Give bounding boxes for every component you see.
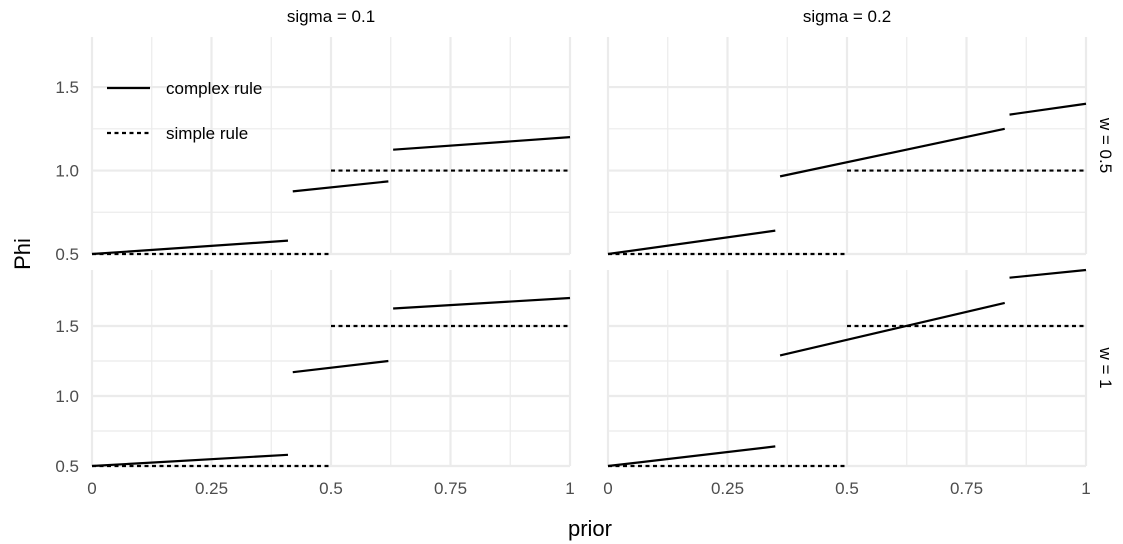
- column-strip-label: sigma = 0.2: [803, 7, 891, 26]
- complex-rule-segment: [1009, 102, 1087, 116]
- complex-rule-segment: [393, 136, 571, 151]
- x-tick-label: 0.25: [195, 479, 228, 498]
- x-tick-label: 0.5: [835, 479, 859, 498]
- y-tick-label: 1.5: [55, 317, 79, 336]
- x-tick-label: 0.25: [711, 479, 744, 498]
- x-axis-title: prior: [568, 516, 612, 541]
- x-tick-label: 0.75: [950, 479, 983, 498]
- y-tick-label: 1.0: [55, 387, 79, 406]
- facet-panel: 0.5 1.0 1.5: [55, 37, 572, 264]
- facet-panel: 0.5 1.0 1.5 0 0.25 0.5 0.75 1: [55, 270, 575, 498]
- column-strip-label: sigma = 0.1: [287, 7, 375, 26]
- y-tick-label: 0.5: [55, 457, 79, 476]
- x-tick-label: 0.75: [434, 479, 467, 498]
- legend: complex rule simple rule: [107, 79, 262, 143]
- y-axis-title: Phi: [10, 238, 35, 270]
- x-tick-label: 1: [1081, 479, 1090, 498]
- row-strip-label: w = 1: [1096, 346, 1115, 388]
- facet-panel: 0 0.25 0.5 0.75 1: [603, 268, 1091, 498]
- complex-rule-segment: [779, 127, 1005, 178]
- complex-rule-segment: [91, 453, 289, 468]
- facet-strips: sigma = 0.1 sigma = 0.2 w = 0.5 w = 1: [287, 7, 1115, 389]
- facet-panel: [606, 37, 1088, 256]
- y-tick-label: 1.5: [55, 78, 79, 97]
- x-tick-label: 0.5: [319, 479, 343, 498]
- complex-rule-segment: [779, 301, 1005, 357]
- complex-rule-segment: [393, 296, 571, 310]
- row-strip-label: w = 0.5: [1096, 117, 1115, 173]
- complex-rule-segment: [91, 239, 289, 256]
- x-tick-label: 0: [87, 479, 96, 498]
- y-tick-label: 0.5: [55, 245, 79, 264]
- x-tick-label: 1: [565, 479, 574, 498]
- complex-rule-segment: [292, 180, 389, 193]
- y-tick-label: 1.0: [55, 162, 79, 181]
- complex-rule-segment: [1009, 268, 1087, 279]
- complex-rule-segment: [292, 359, 389, 374]
- complex-rule-segment: [607, 445, 776, 468]
- x-tick-label: 0: [603, 479, 612, 498]
- complex-rule-segment: [607, 229, 776, 256]
- legend-label: complex rule: [166, 79, 262, 98]
- legend-label: simple rule: [166, 124, 248, 143]
- panels-layer: 0.51.01.50.51.01.50 0.25 0.5 0.75 1 0 0.25 0.5 0…: [55, 37, 1091, 498]
